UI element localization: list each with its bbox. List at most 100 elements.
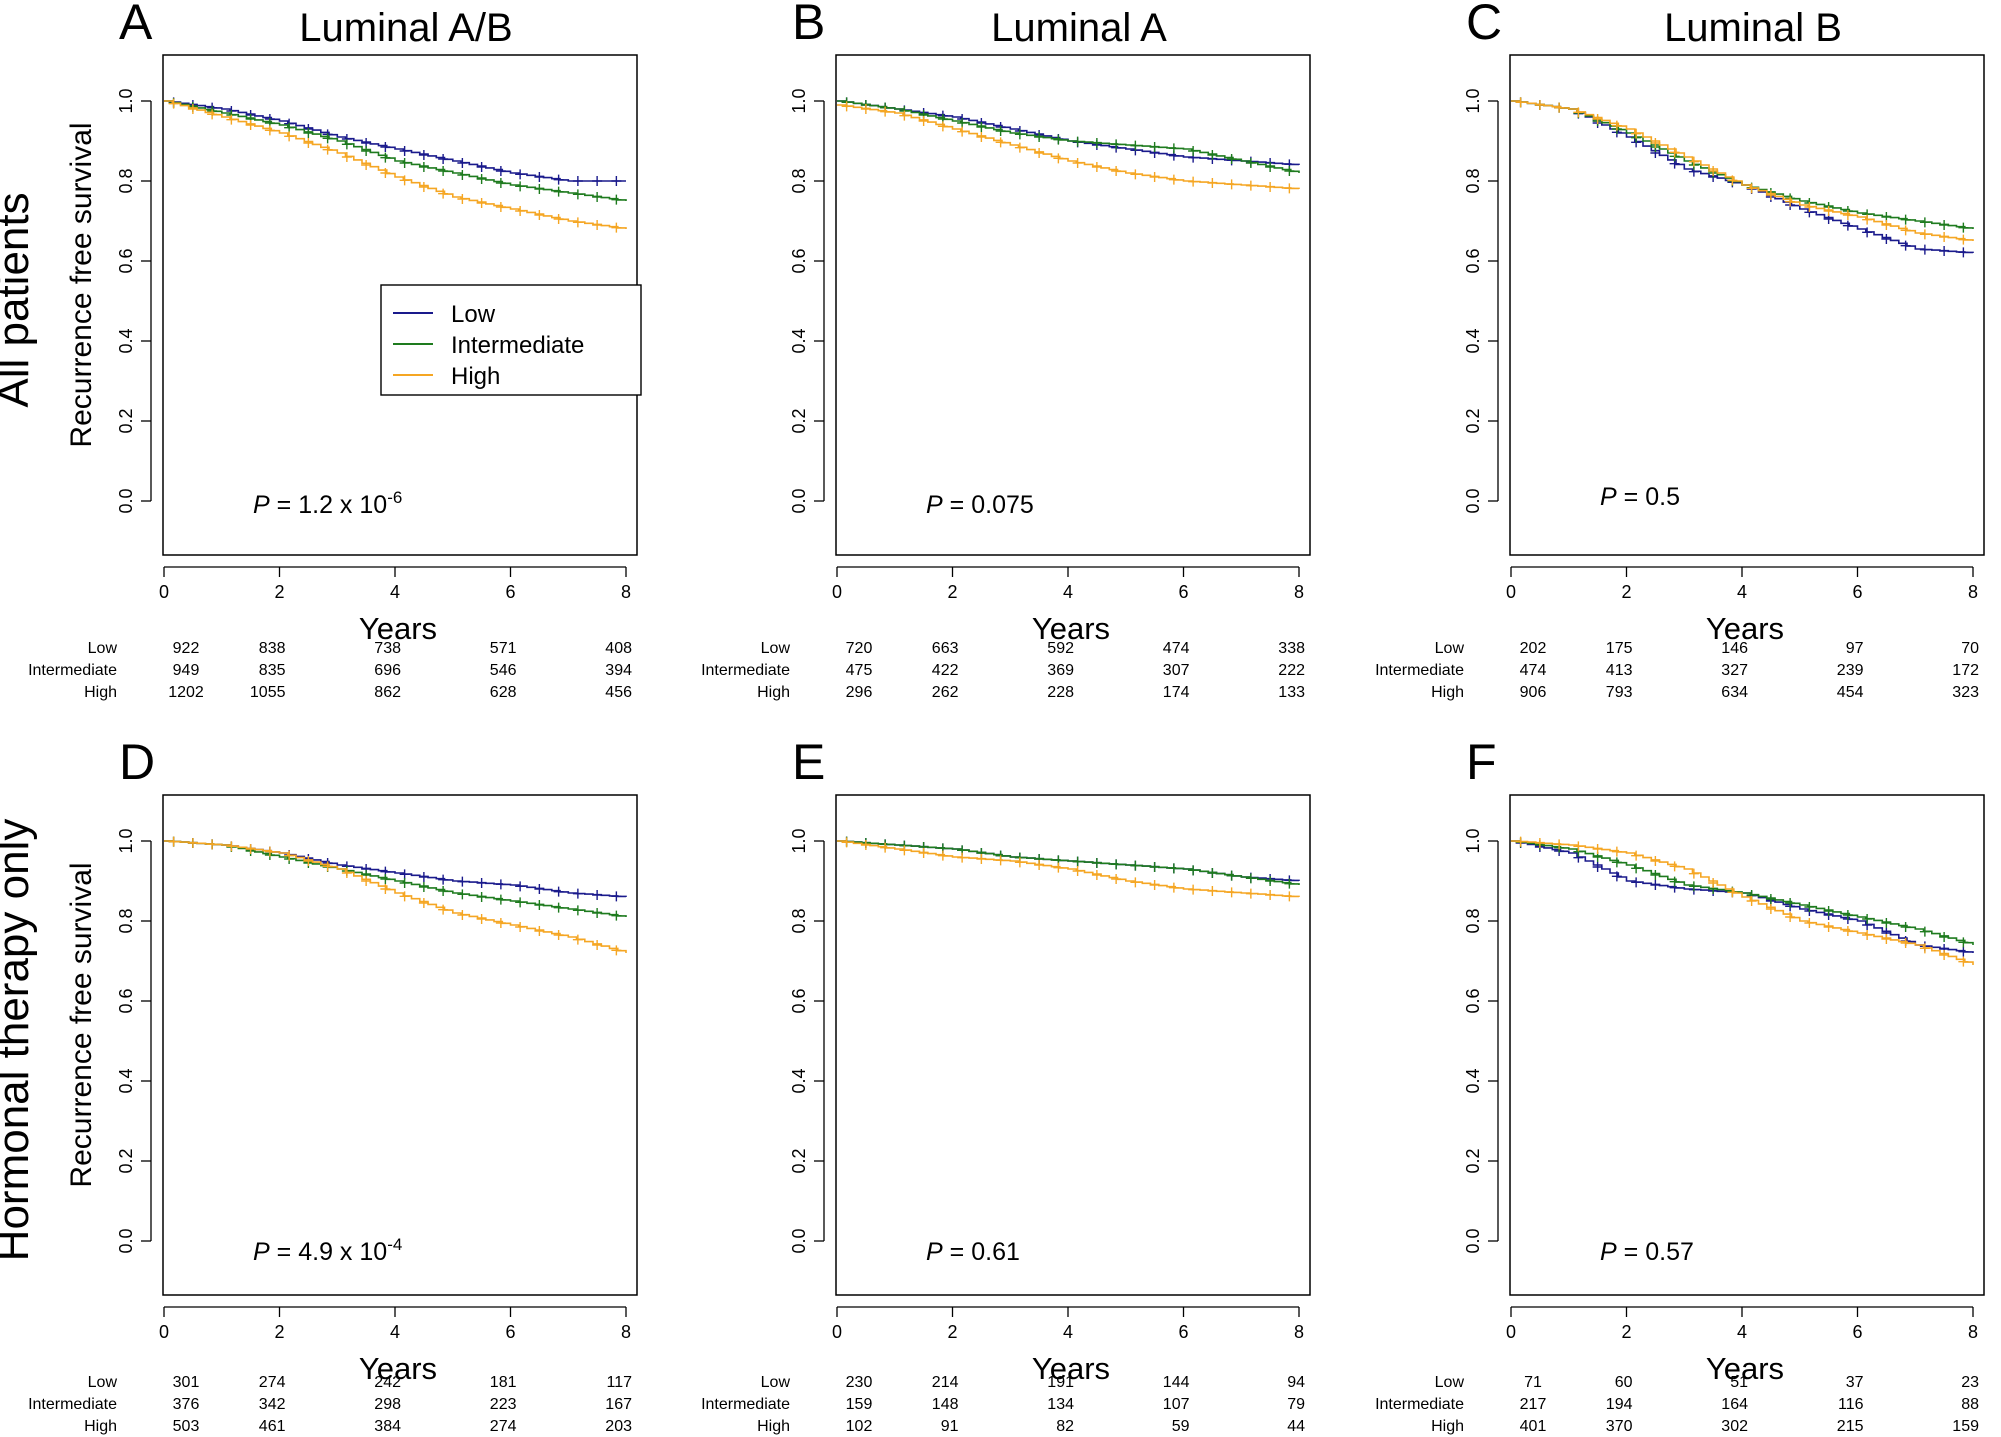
censor-mark-a-intermediate [380,152,391,163]
y-tick-label-c-2: 0.4 [1463,328,1483,353]
risk-count-a-intermediate-1: 835 [259,662,286,679]
censor-mark-b-high [976,132,987,142]
curve-c-high [1511,100,1974,241]
censor-mark-e-high [1188,884,1199,895]
p-value-exponent-a: -6 [387,488,402,507]
x-tick-label-a-2: 4 [390,582,400,602]
risk-group-label-c-high: High [1431,684,1464,701]
panel-letter-d: D [119,734,155,790]
risk-count-d-high-2: 384 [374,1418,401,1435]
risk-count-d-intermediate-4: 167 [605,1396,632,1413]
censor-mark-f-intermediate [1688,881,1699,892]
censor-mark-a-high [264,125,275,136]
risk-count-e-intermediate-3: 107 [1163,1396,1190,1413]
risk-count-e-intermediate-2: 134 [1047,1396,1074,1413]
censor-mark-f-high [1900,938,1911,948]
curve-e-high [837,840,1300,898]
x-axis-label-d: Years [359,1351,437,1386]
censor-mark-d-high [418,898,429,908]
risk-count-c-low-2: 146 [1721,640,1748,657]
risk-count-d-intermediate-1: 342 [259,1396,286,1413]
x-tick-label-a-4: 8 [621,582,631,602]
censor-mark-d-low [515,881,526,892]
x-tick-label-b-0: 0 [832,582,842,602]
panel-c: C Luminal B 0.0 0.2 0.4 0.6 0.8 1.0 0 2 4 6 8 Years P … [1375,0,1985,701]
censor-mark-d-intermediate [495,894,506,905]
panel-letter-b: B [792,0,825,50]
censor-mark-f-intermediate [1804,902,1815,912]
censor-mark-e-high [1207,886,1218,896]
censor-mark-a-high [361,160,372,170]
censor-mark-c-high [1611,120,1622,131]
censor-mark-e-high [860,840,871,850]
censor-mark-d-high [572,934,583,945]
curve-a-high [164,100,627,229]
censor-mark-a-low [380,142,391,152]
panel-e: E 0.0 0.2 0.4 0.6 0.8 1.0 0 2 4 6 8 Years P = 0.61 Low… [701,734,1311,1435]
censor-mark-e-high [1111,874,1122,884]
censor-mark-d-low [457,876,468,887]
censor-mark-f-intermediate [1611,857,1622,868]
censor-mark-a-high [418,182,429,192]
censor-mark-f-intermediate [1669,876,1680,887]
censor-mark-e-high [899,845,910,856]
risk-group-label-f-high: High [1431,1418,1464,1435]
y-tick-label-d-0: 0.0 [116,1228,136,1253]
censor-mark-a-high [592,220,603,230]
censor-mark-d-high [168,836,179,847]
x-tick-label-a-0: 0 [159,582,169,602]
censor-mark-e-high [1149,880,1160,890]
censor-mark-b-intermediate [1149,142,1160,152]
censor-mark-b-high [1091,162,1102,172]
censor-mark-f-intermediate [1842,910,1853,920]
censor-mark-f-low [1611,871,1622,882]
risk-group-label-c-low: Low [1435,640,1465,657]
censor-mark-a-intermediate [341,139,352,150]
panel-d: D 0.0 0.2 0.4 0.6 0.8 1.0 Recurrence free survi… [28,734,638,1435]
censor-mark-a-low [553,174,564,185]
censor-mark-c-high [1862,214,1873,225]
censor-mark-c-high [1842,210,1853,220]
x-tick-label-c-3: 6 [1852,582,1862,602]
risk-count-d-low-3: 181 [490,1374,517,1391]
censor-mark-e-intermediate [1188,865,1199,876]
risk-count-a-high-2: 862 [374,684,401,701]
censor-mark-e-high [1130,877,1141,888]
y-tick-label-f-4: 0.8 [1463,908,1483,933]
censor-mark-a-high [457,194,468,204]
censor-mark-f-high [1688,868,1699,879]
x-axis-label-a: Years [359,611,437,646]
risk-count-a-intermediate-2: 696 [374,662,401,679]
censor-mark-f-high [1727,887,1738,898]
censor-mark-f-high [1881,934,1892,944]
risk-count-e-low-2: 191 [1047,1374,1074,1391]
censor-mark-b-intermediate [976,122,987,132]
risk-count-f-high-1: 370 [1606,1418,1633,1435]
p-value-c: P = 0.5 [1600,483,1680,511]
censor-mark-d-low [476,878,487,888]
risk-count-d-intermediate-2: 298 [374,1396,401,1413]
censor-mark-e-intermediate [1072,856,1083,867]
censor-mark-a-intermediate [399,158,410,168]
risk-count-b-high-2: 228 [1047,684,1074,701]
censor-mark-b-high [1149,172,1160,182]
risk-count-b-low-1: 663 [932,640,959,657]
x-tick-label-a-3: 6 [505,582,515,602]
risk-count-b-intermediate-1: 422 [932,662,959,679]
risk-count-a-intermediate-0: 949 [173,662,200,679]
risk-count-a-low-3: 571 [490,640,517,657]
y-tick-label-e-3: 0.6 [789,988,809,1013]
censor-mark-d-low [534,884,545,894]
censor-mark-c-high [1708,166,1719,176]
censor-mark-d-intermediate [592,908,603,918]
censor-mark-d-low [592,890,603,900]
risk-count-a-low-0: 922 [173,640,200,657]
censor-mark-c-high [1785,196,1796,207]
censor-mark-a-low [457,158,468,168]
risk-count-f-high-0: 401 [1520,1418,1547,1435]
censor-mark-d-intermediate [438,886,449,896]
censor-mark-a-high [534,210,545,220]
censor-mark-c-high [1650,138,1661,148]
x-tick-label-a-1: 2 [274,582,284,602]
y-tick-label-a-2: 0.4 [116,328,136,353]
